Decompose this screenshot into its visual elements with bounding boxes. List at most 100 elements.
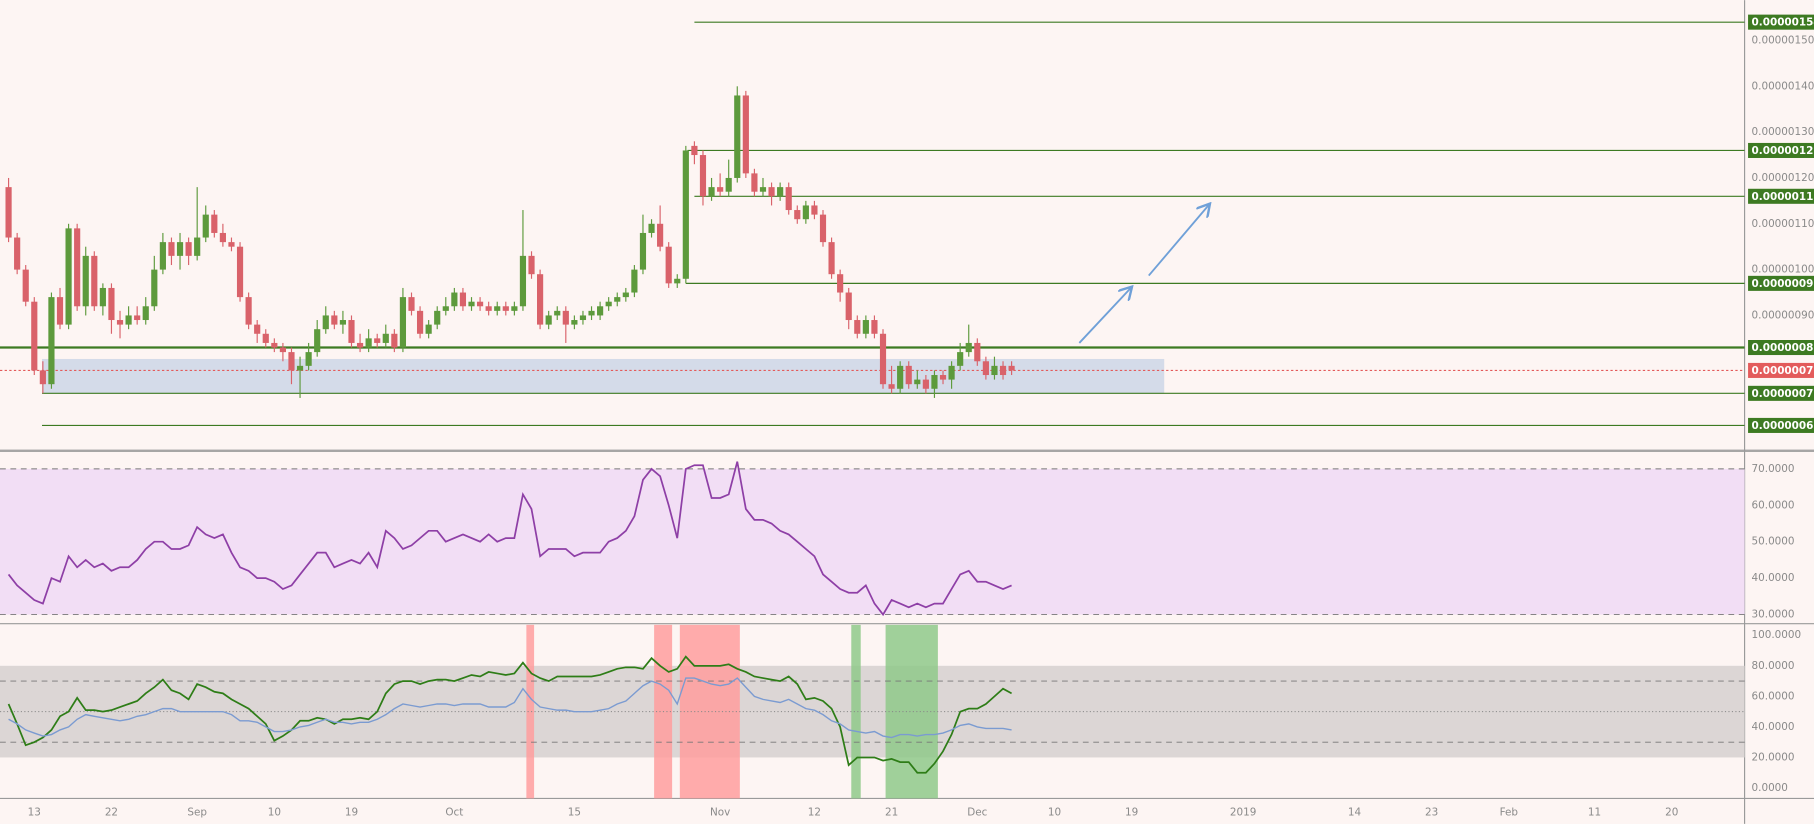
highlight: [851, 624, 861, 799]
zone: [42, 358, 1165, 394]
candle-body: [837, 274, 844, 293]
candle-body: [682, 150, 689, 279]
y-tick-label: 0.00000090: [1752, 309, 1814, 321]
candle-body: [588, 310, 595, 316]
x-tick-label: 10: [268, 806, 281, 818]
candle-body: [314, 329, 321, 353]
price-tag: [1748, 142, 1814, 158]
candle-body: [897, 365, 904, 389]
candle-body: [476, 301, 484, 307]
candle-body: [854, 320, 861, 334]
candle-body: [425, 324, 432, 334]
y-tick-label: 40.0000: [1752, 572, 1795, 584]
candle-body: [811, 205, 818, 215]
candle-body: [322, 315, 329, 330]
candle-body: [142, 306, 149, 321]
candle-body: [219, 232, 226, 243]
candle-body: [511, 306, 518, 311]
candle-body: [434, 310, 441, 325]
price-tag-label: 0.00000097: [1752, 278, 1814, 290]
x-tick-label: 23: [1425, 806, 1438, 818]
candle-body: [614, 297, 621, 302]
candle-body: [528, 255, 535, 275]
y-tick-label: 0.0000: [1752, 782, 1788, 794]
price-tag: [1748, 188, 1814, 204]
y-tick-label: 30.0000: [1752, 609, 1795, 621]
candle-body: [159, 242, 166, 270]
candle-body: [331, 315, 338, 325]
y-tick-label: 0.00000140: [1752, 80, 1814, 92]
price-tag-label: 0.00000066: [1752, 420, 1814, 432]
candle-body: [699, 155, 707, 197]
candle-body: [734, 95, 741, 178]
price-tag: [1748, 340, 1814, 356]
candle-body: [999, 365, 1007, 376]
y-tick-label: 0.00000130: [1752, 126, 1814, 138]
candle-body: [648, 223, 655, 233]
candle-body: [408, 297, 415, 311]
indicator-line: [7, 655, 1012, 774]
candle-body: [91, 255, 98, 307]
candle-body: [974, 342, 981, 362]
candle-body: [442, 306, 449, 311]
candle-body: [305, 352, 312, 366]
y-tick-label: 20.0000: [1752, 751, 1795, 763]
candle-body: [1008, 365, 1015, 371]
candle-body: [185, 242, 192, 256]
candle-body: [828, 242, 835, 275]
candle-body: [348, 320, 355, 343]
x-tick-label: 2019: [1230, 806, 1256, 818]
price-tag-label: 0.00000078: [1752, 365, 1814, 377]
highlight: [526, 624, 535, 799]
candle-body: [468, 301, 475, 307]
candle-body: [502, 306, 509, 311]
y-tick-label: 0.00000100: [1752, 264, 1814, 276]
candle-body: [537, 274, 544, 325]
candle-body: [399, 297, 407, 348]
candle-body: [939, 375, 947, 380]
x-tick-label: 20: [1665, 806, 1678, 818]
candle-body: [39, 370, 46, 385]
candle-body: [725, 177, 732, 192]
candle-body: [245, 297, 252, 325]
candle-body: [768, 187, 775, 197]
price-tag-label: 0.00000073: [1752, 388, 1814, 400]
y-tick-label: 50.0000: [1752, 536, 1795, 548]
candle-body: [819, 214, 827, 243]
candle-body: [957, 352, 964, 366]
price-tag: [1748, 14, 1814, 30]
x-tick-label: 19: [345, 806, 358, 818]
candle-body: [545, 315, 552, 325]
candle-body: [356, 342, 364, 348]
candle-body: [5, 187, 12, 238]
candle-body: [168, 242, 175, 256]
candle-body: [134, 315, 141, 321]
candle-body: [631, 269, 638, 293]
y-tick-label: 60.0000: [1752, 690, 1795, 702]
candle-body: [871, 320, 878, 334]
candle-body: [571, 320, 578, 325]
candle-body: [125, 315, 132, 325]
candle-body: [717, 187, 724, 192]
y-tick-label: 0.00000110: [1752, 218, 1814, 230]
candle-body: [751, 173, 758, 192]
candle-body: [65, 228, 72, 325]
x-tick-label: 21: [885, 806, 898, 818]
candle-body: [708, 187, 715, 197]
highlight: [885, 624, 938, 799]
x-tick-label: Feb: [1500, 806, 1519, 818]
y-tick-label: 80.0000: [1752, 660, 1795, 672]
indicator-line: [8, 677, 1012, 739]
candle-body: [108, 287, 115, 321]
x-tick-label: 22: [105, 806, 118, 818]
candle-body: [845, 292, 852, 321]
candle-body: [288, 352, 295, 371]
price-tag: [1748, 417, 1814, 433]
price-tag: [1748, 275, 1814, 291]
candle-body: [948, 365, 955, 380]
candle-body: [657, 223, 664, 247]
x-tick-label: 19: [1125, 806, 1138, 818]
x-tick-label: 12: [808, 806, 821, 818]
candle-body: [271, 342, 278, 348]
